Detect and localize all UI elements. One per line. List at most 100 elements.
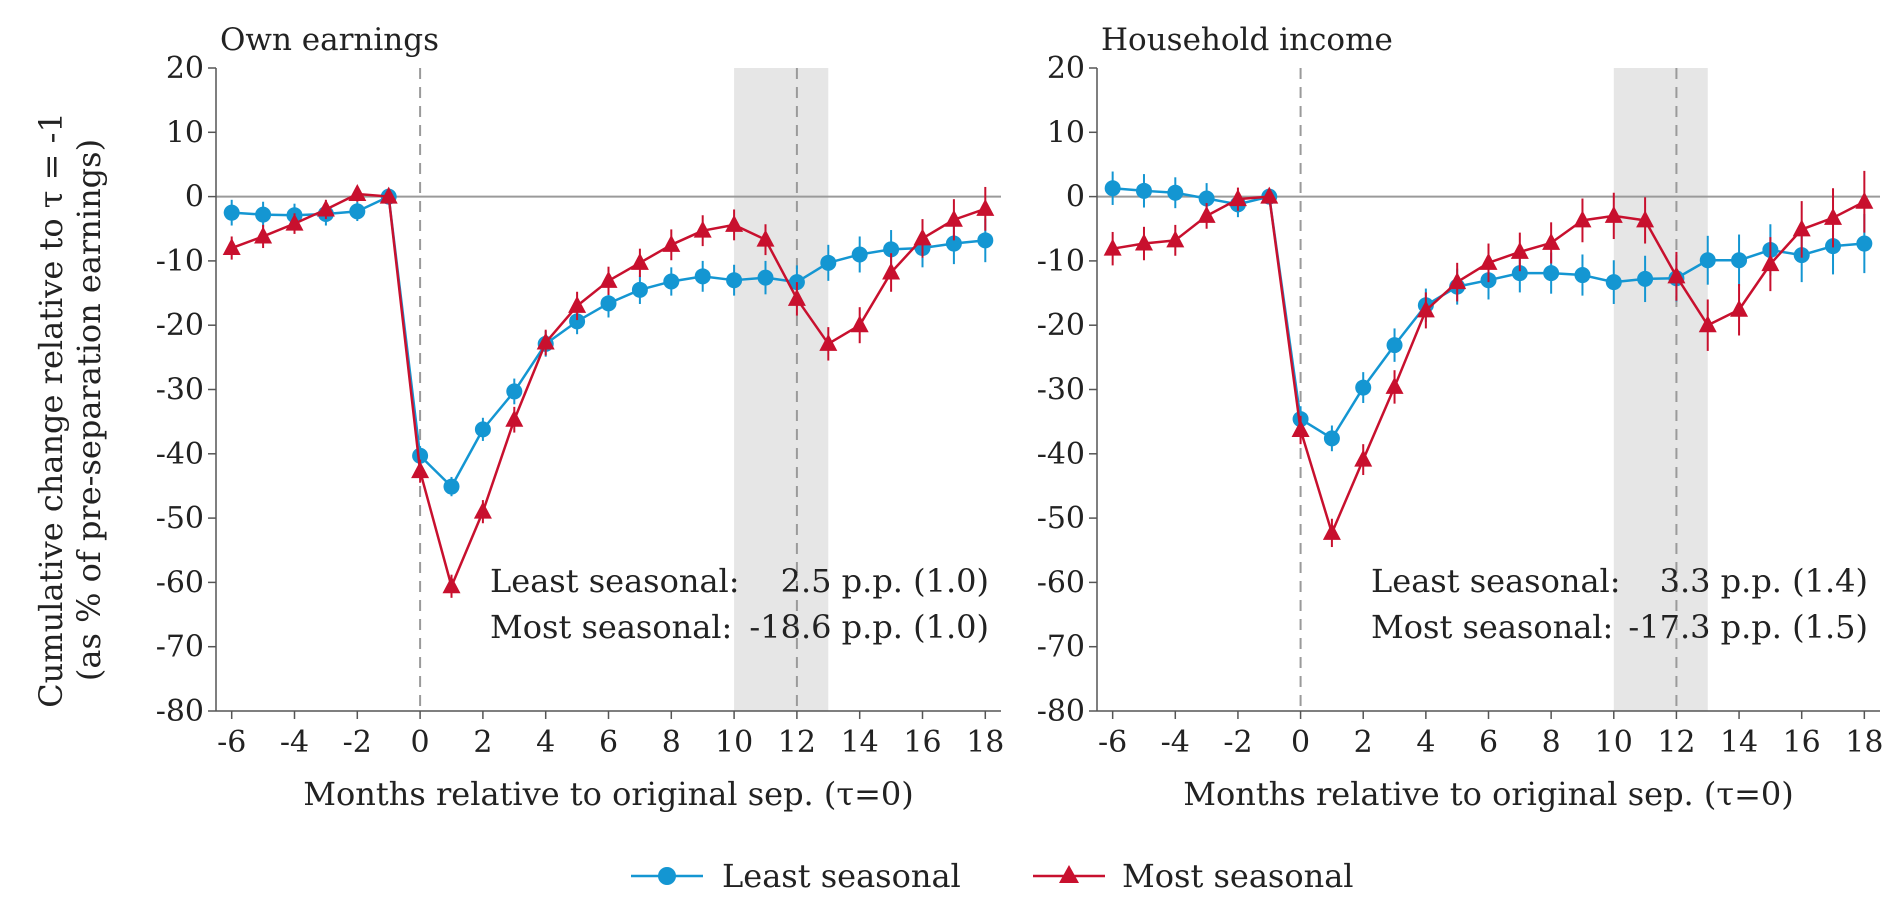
data-point-most-seasonal bbox=[1636, 210, 1655, 228]
data-point-most-seasonal bbox=[1604, 205, 1623, 223]
data-point-least-seasonal bbox=[349, 203, 366, 220]
x-tick-label: 2 bbox=[473, 725, 492, 760]
data-point-least-seasonal bbox=[663, 273, 680, 290]
x-tick-label: 18 bbox=[1845, 725, 1883, 760]
panel-title: Household income bbox=[1101, 22, 1393, 58]
data-point-least-seasonal bbox=[1135, 182, 1152, 199]
data-point-most-seasonal bbox=[379, 186, 398, 204]
data-point-least-seasonal bbox=[1543, 265, 1560, 282]
data-point-least-seasonal bbox=[1323, 430, 1340, 447]
annotation-label: Least seasonal: bbox=[490, 562, 740, 600]
data-point-most-seasonal bbox=[1667, 266, 1686, 284]
data-point-most-seasonal bbox=[819, 333, 838, 351]
y-tick-label: -40 bbox=[1037, 437, 1085, 472]
legend: Least seasonal Most seasonal bbox=[631, 857, 1354, 895]
data-point-least-seasonal bbox=[1574, 267, 1591, 284]
annotation-value: -18.6 p.p. (1.0) bbox=[749, 608, 989, 646]
data-point-most-seasonal bbox=[222, 238, 241, 256]
x-tick-label: 14 bbox=[1720, 725, 1758, 760]
y-tick-label: -70 bbox=[156, 630, 204, 665]
data-point-most-seasonal bbox=[1792, 219, 1811, 237]
data-point-most-seasonal bbox=[787, 288, 806, 306]
data-point-most-seasonal bbox=[536, 332, 555, 350]
data-point-most-seasonal bbox=[1291, 420, 1310, 438]
data-point-most-seasonal bbox=[254, 226, 273, 244]
y-tick-label: -70 bbox=[1037, 630, 1085, 665]
data-point-least-seasonal bbox=[851, 246, 868, 263]
annotation-label: Most seasonal: bbox=[490, 608, 732, 646]
data-point-most-seasonal bbox=[630, 252, 649, 270]
x-tick-label: 16 bbox=[1783, 725, 1821, 760]
data-point-most-seasonal bbox=[1197, 205, 1216, 223]
data-point-most-seasonal bbox=[1855, 191, 1874, 209]
data-point-most-seasonal bbox=[1824, 207, 1843, 225]
data-point-least-seasonal bbox=[474, 421, 491, 438]
series-most-seasonal bbox=[222, 184, 995, 598]
x-tick-label: 0 bbox=[1291, 725, 1310, 760]
data-point-most-seasonal bbox=[1103, 238, 1122, 256]
data-point-most-seasonal bbox=[1510, 241, 1529, 259]
data-point-least-seasonal bbox=[1511, 265, 1528, 282]
y-tick-label: 20 bbox=[1047, 51, 1085, 86]
data-point-least-seasonal bbox=[631, 281, 648, 298]
data-point-least-seasonal bbox=[820, 254, 837, 271]
y-tick-label: 20 bbox=[166, 51, 204, 86]
x-tick-label: 18 bbox=[966, 725, 1004, 760]
data-point-least-seasonal bbox=[757, 269, 774, 286]
data-point-most-seasonal bbox=[1448, 272, 1467, 290]
x-tick-label: 2 bbox=[1354, 725, 1373, 760]
data-point-least-seasonal bbox=[883, 241, 900, 258]
y-tick-label: 10 bbox=[1047, 115, 1085, 150]
x-axis-title: Months relative to original sep. (τ=0) bbox=[303, 775, 913, 813]
x-tick-label: -6 bbox=[1098, 725, 1127, 760]
data-point-most-seasonal bbox=[850, 315, 869, 333]
data-point-most-seasonal bbox=[1730, 299, 1749, 317]
y-tick-label: 0 bbox=[185, 180, 204, 215]
data-point-most-seasonal bbox=[913, 228, 932, 246]
y-tick-label: -10 bbox=[156, 244, 204, 279]
legend-label-most-seasonal: Most seasonal bbox=[1122, 857, 1354, 895]
x-axis-title: Months relative to original sep. (τ=0) bbox=[1183, 775, 1793, 813]
data-point-most-seasonal bbox=[1322, 522, 1341, 540]
data-point-least-seasonal bbox=[223, 204, 240, 221]
data-point-least-seasonal bbox=[1856, 235, 1873, 252]
data-point-most-seasonal bbox=[1698, 315, 1717, 333]
data-point-least-seasonal bbox=[977, 232, 994, 249]
x-tick-label: 8 bbox=[1542, 725, 1561, 760]
annotation-value: 3.3 p.p. (1.4) bbox=[1660, 562, 1868, 600]
data-point-least-seasonal bbox=[1699, 252, 1716, 269]
y-axis-title-line1: Cumulative change relative to τ = -1 bbox=[32, 112, 70, 708]
data-point-most-seasonal bbox=[1416, 300, 1435, 318]
data-point-most-seasonal bbox=[944, 209, 963, 227]
x-tick-label: -4 bbox=[280, 725, 309, 760]
data-point-most-seasonal bbox=[1479, 252, 1498, 270]
panel-title: Own earnings bbox=[220, 22, 439, 58]
shaded-region bbox=[734, 68, 829, 711]
x-tick-label: 12 bbox=[1657, 725, 1695, 760]
data-point-most-seasonal bbox=[473, 501, 492, 519]
data-point-least-seasonal bbox=[1198, 190, 1215, 207]
legend-label-least-seasonal: Least seasonal bbox=[722, 857, 961, 895]
data-point-most-seasonal bbox=[976, 198, 995, 216]
data-point-most-seasonal bbox=[756, 229, 775, 247]
series-most-seasonal bbox=[1103, 170, 1874, 548]
y-tick-label: 10 bbox=[166, 115, 204, 150]
data-point-least-seasonal bbox=[569, 313, 586, 330]
x-tick-label: 10 bbox=[715, 725, 753, 760]
y-tick-label: -60 bbox=[1037, 565, 1085, 600]
y-tick-label: -30 bbox=[1037, 373, 1085, 408]
data-point-most-seasonal bbox=[285, 213, 304, 231]
y-axis-title-line2: (as % of pre-separation earnings) bbox=[70, 139, 108, 681]
data-point-most-seasonal bbox=[1761, 254, 1780, 272]
y-tick-label: -80 bbox=[1037, 694, 1085, 729]
annotation-label: Least seasonal: bbox=[1371, 562, 1621, 600]
data-point-least-seasonal bbox=[600, 295, 617, 312]
data-point-least-seasonal bbox=[443, 478, 460, 495]
x-tick-label: 16 bbox=[903, 725, 941, 760]
data-point-most-seasonal bbox=[1385, 376, 1404, 394]
data-point-most-seasonal bbox=[599, 270, 618, 288]
legend-item-least-seasonal: Least seasonal bbox=[631, 857, 961, 895]
data-point-most-seasonal bbox=[1166, 230, 1185, 248]
